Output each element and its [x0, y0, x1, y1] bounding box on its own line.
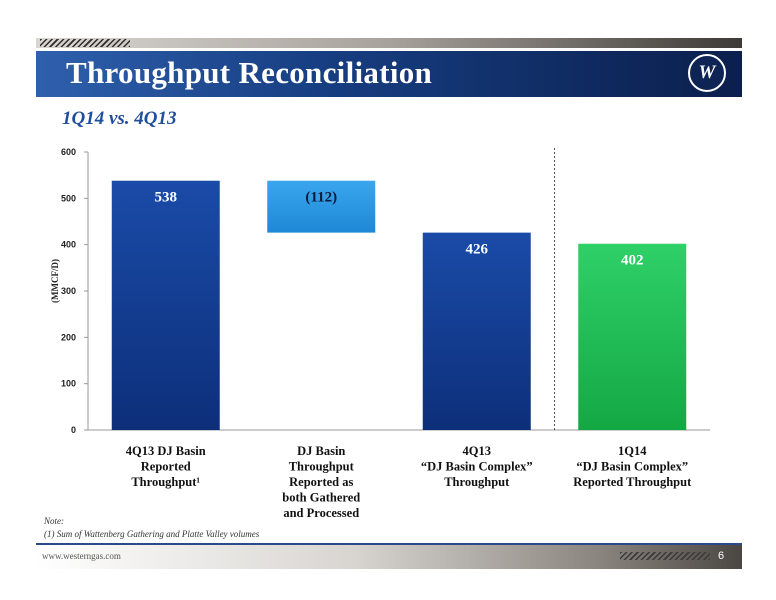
category-label-0-line-0: 4Q13 DJ Basin	[126, 444, 206, 458]
data-label-2: 426	[466, 242, 489, 258]
note-label: Note:	[44, 516, 64, 526]
category-label-2-line-2: Throughput	[444, 475, 510, 489]
category-label-1-line-4: and Processed	[283, 506, 359, 520]
y-tick-label: 400	[61, 240, 76, 250]
header-hatch-decoration	[40, 39, 130, 47]
y-tick-label: 200	[61, 332, 76, 342]
y-tick-label: 0	[71, 425, 76, 435]
category-label-1-line-2: Reported as	[289, 475, 353, 489]
category-label-3-line-2: Reported Throughput	[573, 475, 692, 489]
page-title: Throughput Reconciliation	[66, 55, 433, 90]
category-label-2-line-0: 4Q13	[463, 444, 491, 458]
data-label-3: 402	[621, 253, 644, 269]
category-label-0-line-2: Throughput¹	[131, 475, 200, 489]
footnote-text: (1) Sum of Wattenberg Gathering and Plat…	[44, 529, 260, 539]
bar-1	[267, 180, 376, 233]
footer-rule	[36, 543, 742, 545]
logo-letter: W	[698, 62, 716, 83]
category-label-0-line-1: Reported	[141, 460, 191, 474]
footer-hatch-decoration	[620, 552, 710, 560]
chart-subtitle: 1Q14 vs. 4Q13	[62, 108, 177, 129]
bar-2	[422, 232, 531, 430]
category-label-1-line-3: both Gathered	[282, 491, 360, 505]
y-tick-label: 300	[61, 286, 76, 296]
category-label-2-line-1: “DJ Basin Complex”	[421, 460, 533, 474]
company-logo: W	[688, 54, 726, 92]
category-label-1-line-0: DJ Basin	[297, 444, 345, 458]
category-label-1-line-1: Throughput	[289, 460, 355, 474]
y-tick-label: 100	[61, 379, 76, 389]
y-tick-label: 500	[61, 193, 76, 203]
bar-3	[578, 243, 687, 430]
data-label-0: 538	[155, 190, 178, 206]
y-tick-label: 600	[61, 147, 76, 157]
category-label-3-line-0: 1Q14	[618, 444, 647, 458]
footer-url: www.westerngas.com	[42, 551, 121, 561]
title-bar	[36, 51, 742, 97]
y-axis-label: (MMCF/D)	[50, 259, 60, 303]
page-number: 6	[718, 550, 725, 562]
data-label-1: (112)	[305, 190, 337, 206]
category-label-3-line-1: “DJ Basin Complex”	[576, 460, 688, 474]
header-stripe	[36, 38, 742, 48]
bar-0	[111, 180, 220, 430]
